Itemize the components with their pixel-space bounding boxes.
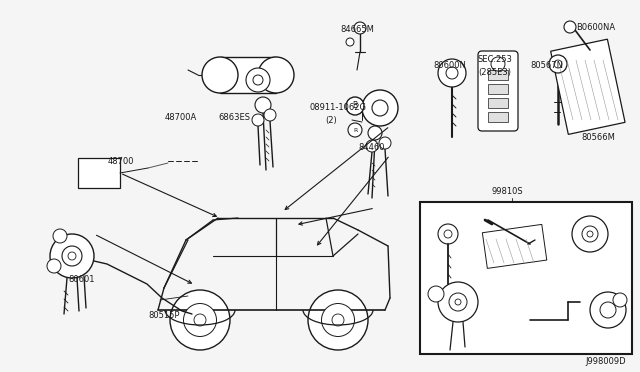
Bar <box>220 57 276 93</box>
Text: R: R <box>353 128 357 132</box>
Text: B: B <box>353 102 358 110</box>
Text: 80567N: 80567N <box>530 61 563 71</box>
Circle shape <box>321 304 355 337</box>
Circle shape <box>170 290 230 350</box>
Bar <box>488 70 508 80</box>
Circle shape <box>549 55 567 73</box>
Circle shape <box>346 97 364 115</box>
Circle shape <box>590 292 626 328</box>
Circle shape <box>446 67 458 79</box>
Circle shape <box>600 302 616 318</box>
Circle shape <box>613 293 627 307</box>
Circle shape <box>587 231 593 237</box>
Circle shape <box>455 299 461 305</box>
Text: 48700: 48700 <box>108 157 134 167</box>
Circle shape <box>564 21 576 33</box>
Circle shape <box>428 286 444 302</box>
Circle shape <box>438 282 478 322</box>
FancyBboxPatch shape <box>478 51 518 131</box>
Text: 80601: 80601 <box>68 276 95 285</box>
Circle shape <box>47 259 61 273</box>
Circle shape <box>332 314 344 326</box>
Circle shape <box>379 137 391 149</box>
Circle shape <box>202 57 238 93</box>
Text: 99810S: 99810S <box>492 187 524 196</box>
Circle shape <box>346 38 354 46</box>
Text: 6863ES: 6863ES <box>218 113 250 122</box>
Bar <box>488 84 508 94</box>
Circle shape <box>258 57 294 93</box>
Circle shape <box>372 100 388 116</box>
Bar <box>420 202 632 354</box>
Circle shape <box>438 59 466 87</box>
Circle shape <box>53 229 67 243</box>
Circle shape <box>253 75 263 85</box>
Circle shape <box>246 68 270 92</box>
Circle shape <box>554 60 562 68</box>
Circle shape <box>68 252 76 260</box>
Text: 80600N: 80600N <box>433 61 466 71</box>
Text: 08911-1062G: 08911-1062G <box>310 103 367 112</box>
Circle shape <box>366 140 378 152</box>
Bar <box>550 39 625 134</box>
Circle shape <box>354 22 366 34</box>
Circle shape <box>62 246 82 266</box>
Circle shape <box>572 216 608 252</box>
Circle shape <box>184 304 216 337</box>
Circle shape <box>348 123 362 137</box>
Text: 80515P: 80515P <box>148 311 179 321</box>
Circle shape <box>264 109 276 121</box>
Circle shape <box>368 126 382 140</box>
Text: 48700A: 48700A <box>165 113 197 122</box>
Circle shape <box>50 234 94 278</box>
Text: (2): (2) <box>325 115 337 125</box>
Bar <box>488 98 508 108</box>
Circle shape <box>362 90 398 126</box>
Text: 80566M: 80566M <box>581 134 615 142</box>
Circle shape <box>582 226 598 242</box>
Bar <box>78 158 120 188</box>
Circle shape <box>308 290 368 350</box>
Bar <box>483 224 547 268</box>
Text: 84665M: 84665M <box>340 26 374 35</box>
Circle shape <box>194 314 206 326</box>
Text: B0600NA: B0600NA <box>576 23 615 32</box>
Circle shape <box>438 224 458 244</box>
Bar <box>488 112 508 122</box>
Circle shape <box>491 57 505 71</box>
Text: 84460: 84460 <box>358 144 385 153</box>
Text: J998009D: J998009D <box>586 357 626 366</box>
Circle shape <box>255 97 271 113</box>
Text: SEC.253: SEC.253 <box>478 55 513 64</box>
Circle shape <box>449 293 467 311</box>
Text: (285E3): (285E3) <box>478 67 511 77</box>
Circle shape <box>444 230 452 238</box>
Circle shape <box>252 114 264 126</box>
